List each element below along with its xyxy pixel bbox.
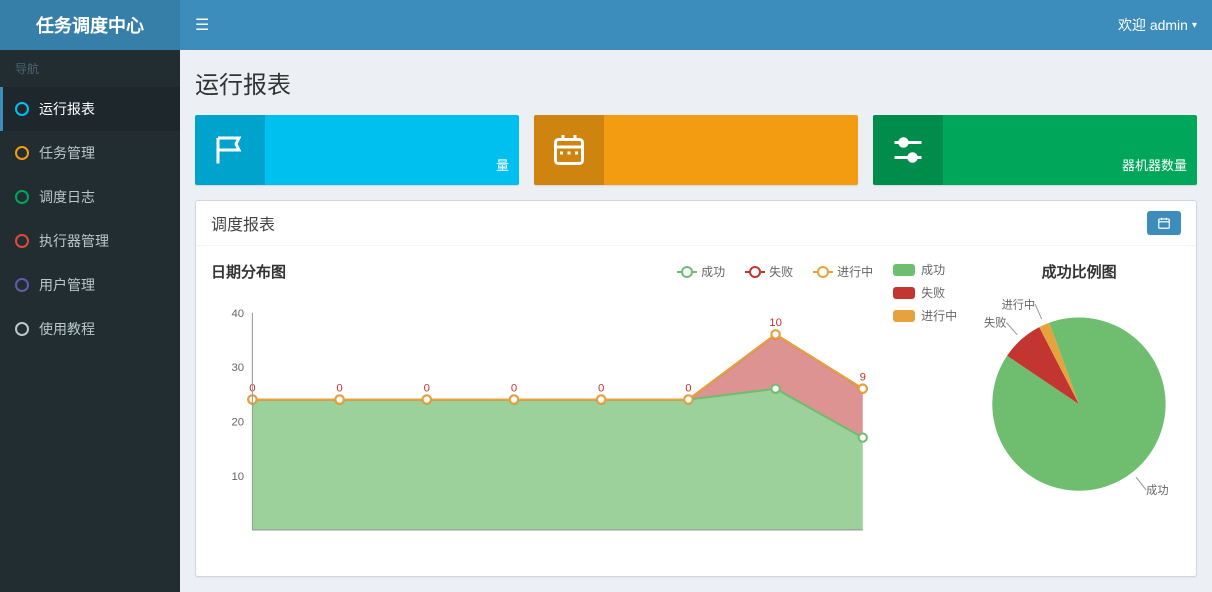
legend-label: 失败 [921, 284, 945, 301]
legend-marker-icon [677, 271, 697, 273]
sidebar-item-1[interactable]: 任务管理 [0, 131, 180, 175]
legend-swatch-icon [893, 310, 915, 322]
line-chart-legend: 成功 失败 进行中 [677, 263, 873, 280]
circle-icon [15, 322, 29, 336]
circle-icon [15, 234, 29, 248]
circle-icon [15, 146, 29, 160]
sidebar-item-3[interactable]: 执行器管理 [0, 219, 180, 263]
svg-text:0: 0 [336, 382, 342, 394]
svg-text:0: 0 [424, 382, 430, 394]
caret-down-icon: ▾ [1192, 20, 1197, 31]
legend-item[interactable]: 成功 [893, 261, 957, 278]
svg-text:10: 10 [769, 317, 782, 329]
svg-text:0: 0 [598, 382, 604, 394]
sidebar-item-0[interactable]: 运行报表 [0, 87, 180, 131]
legend-item[interactable]: 进行中 [813, 263, 873, 280]
calendar-icon [1157, 216, 1171, 230]
sliders-icon [873, 115, 943, 185]
sidebar: 任务调度中心 导航 运行报表任务管理调度日志执行器管理用户管理使用教程 [0, 0, 180, 592]
legend-marker-icon [745, 271, 765, 273]
panel-title: 调度报表 [211, 211, 275, 235]
svg-text:进行中: 进行中 [1002, 298, 1036, 311]
flag-icon [195, 115, 265, 185]
info-box-1 [534, 115, 858, 185]
line-chart-title: 日期分布图 [211, 261, 286, 282]
sidebar-item-label: 任务管理 [39, 143, 95, 163]
pie-chart: 成功 失败 进行中 [977, 292, 1181, 526]
info-box-0: 量 [195, 115, 519, 185]
legend-label: 进行中 [921, 307, 957, 324]
pie-chart-legend: 成功失败进行中 [893, 261, 957, 526]
pie-chart-title: 成功比例图 [977, 261, 1181, 282]
page-title: 运行报表 [195, 65, 1197, 100]
legend-label: 成功 [921, 261, 945, 278]
sidebar-item-4[interactable]: 用户管理 [0, 263, 180, 307]
user-menu[interactable]: 欢迎 admin ▾ [1118, 15, 1197, 35]
legend-item[interactable]: 失败 [893, 284, 957, 301]
info-box-content: 量 [265, 115, 519, 185]
svg-text:0: 0 [511, 382, 517, 394]
date-picker-button[interactable] [1147, 211, 1181, 235]
sidebar-item-label: 执行器管理 [39, 231, 109, 251]
svg-text:20: 20 [231, 416, 244, 428]
circle-icon [15, 190, 29, 204]
svg-text:成功: 成功 [1146, 484, 1168, 497]
topbar: ☰ 欢迎 admin ▾ [180, 0, 1212, 50]
info-box-row: 量 器机器数量 [195, 115, 1197, 185]
legend-item[interactable]: 成功 [677, 263, 725, 280]
svg-text:失败: 失败 [984, 316, 1006, 330]
svg-text:9: 9 [860, 371, 866, 383]
legend-label: 成功 [701, 263, 725, 280]
legend-swatch-icon [893, 264, 915, 276]
line-chart: 00000010910203040 [211, 292, 873, 561]
svg-text:10: 10 [231, 471, 244, 483]
app-logo: 任务调度中心 [0, 0, 180, 50]
legend-item[interactable]: 失败 [745, 263, 793, 280]
nav-header: 导航 [0, 50, 180, 87]
sidebar-item-5[interactable]: 使用教程 [0, 307, 180, 351]
sidebar-item-label: 调度日志 [39, 187, 95, 207]
legend-item[interactable]: 进行中 [893, 307, 957, 324]
svg-text:30: 30 [231, 362, 244, 374]
info-box-content: 器机器数量 [943, 115, 1197, 185]
calendar-icon [534, 115, 604, 185]
info-box-content [604, 115, 858, 185]
welcome-text: 欢迎 admin [1118, 15, 1188, 35]
legend-swatch-icon [893, 287, 915, 299]
sidebar-nav: 运行报表任务管理调度日志执行器管理用户管理使用教程 [0, 87, 180, 351]
svg-text:40: 40 [231, 308, 244, 320]
info-box-2: 器机器数量 [873, 115, 1197, 185]
svg-text:0: 0 [685, 382, 691, 394]
report-panel: 调度报表 日期分布图 成功失败进行中 00000010910203040 [195, 200, 1197, 577]
sidebar-item-label: 运行报表 [39, 99, 95, 119]
legend-marker-icon [813, 271, 833, 273]
circle-icon [15, 102, 29, 116]
sidebar-item-label: 用户管理 [39, 275, 95, 295]
hamburger-icon[interactable]: ☰ [195, 15, 209, 35]
legend-label: 失败 [769, 263, 793, 280]
circle-icon [15, 278, 29, 292]
legend-label: 进行中 [837, 263, 873, 280]
sidebar-item-label: 使用教程 [39, 319, 95, 339]
sidebar-item-2[interactable]: 调度日志 [0, 175, 180, 219]
